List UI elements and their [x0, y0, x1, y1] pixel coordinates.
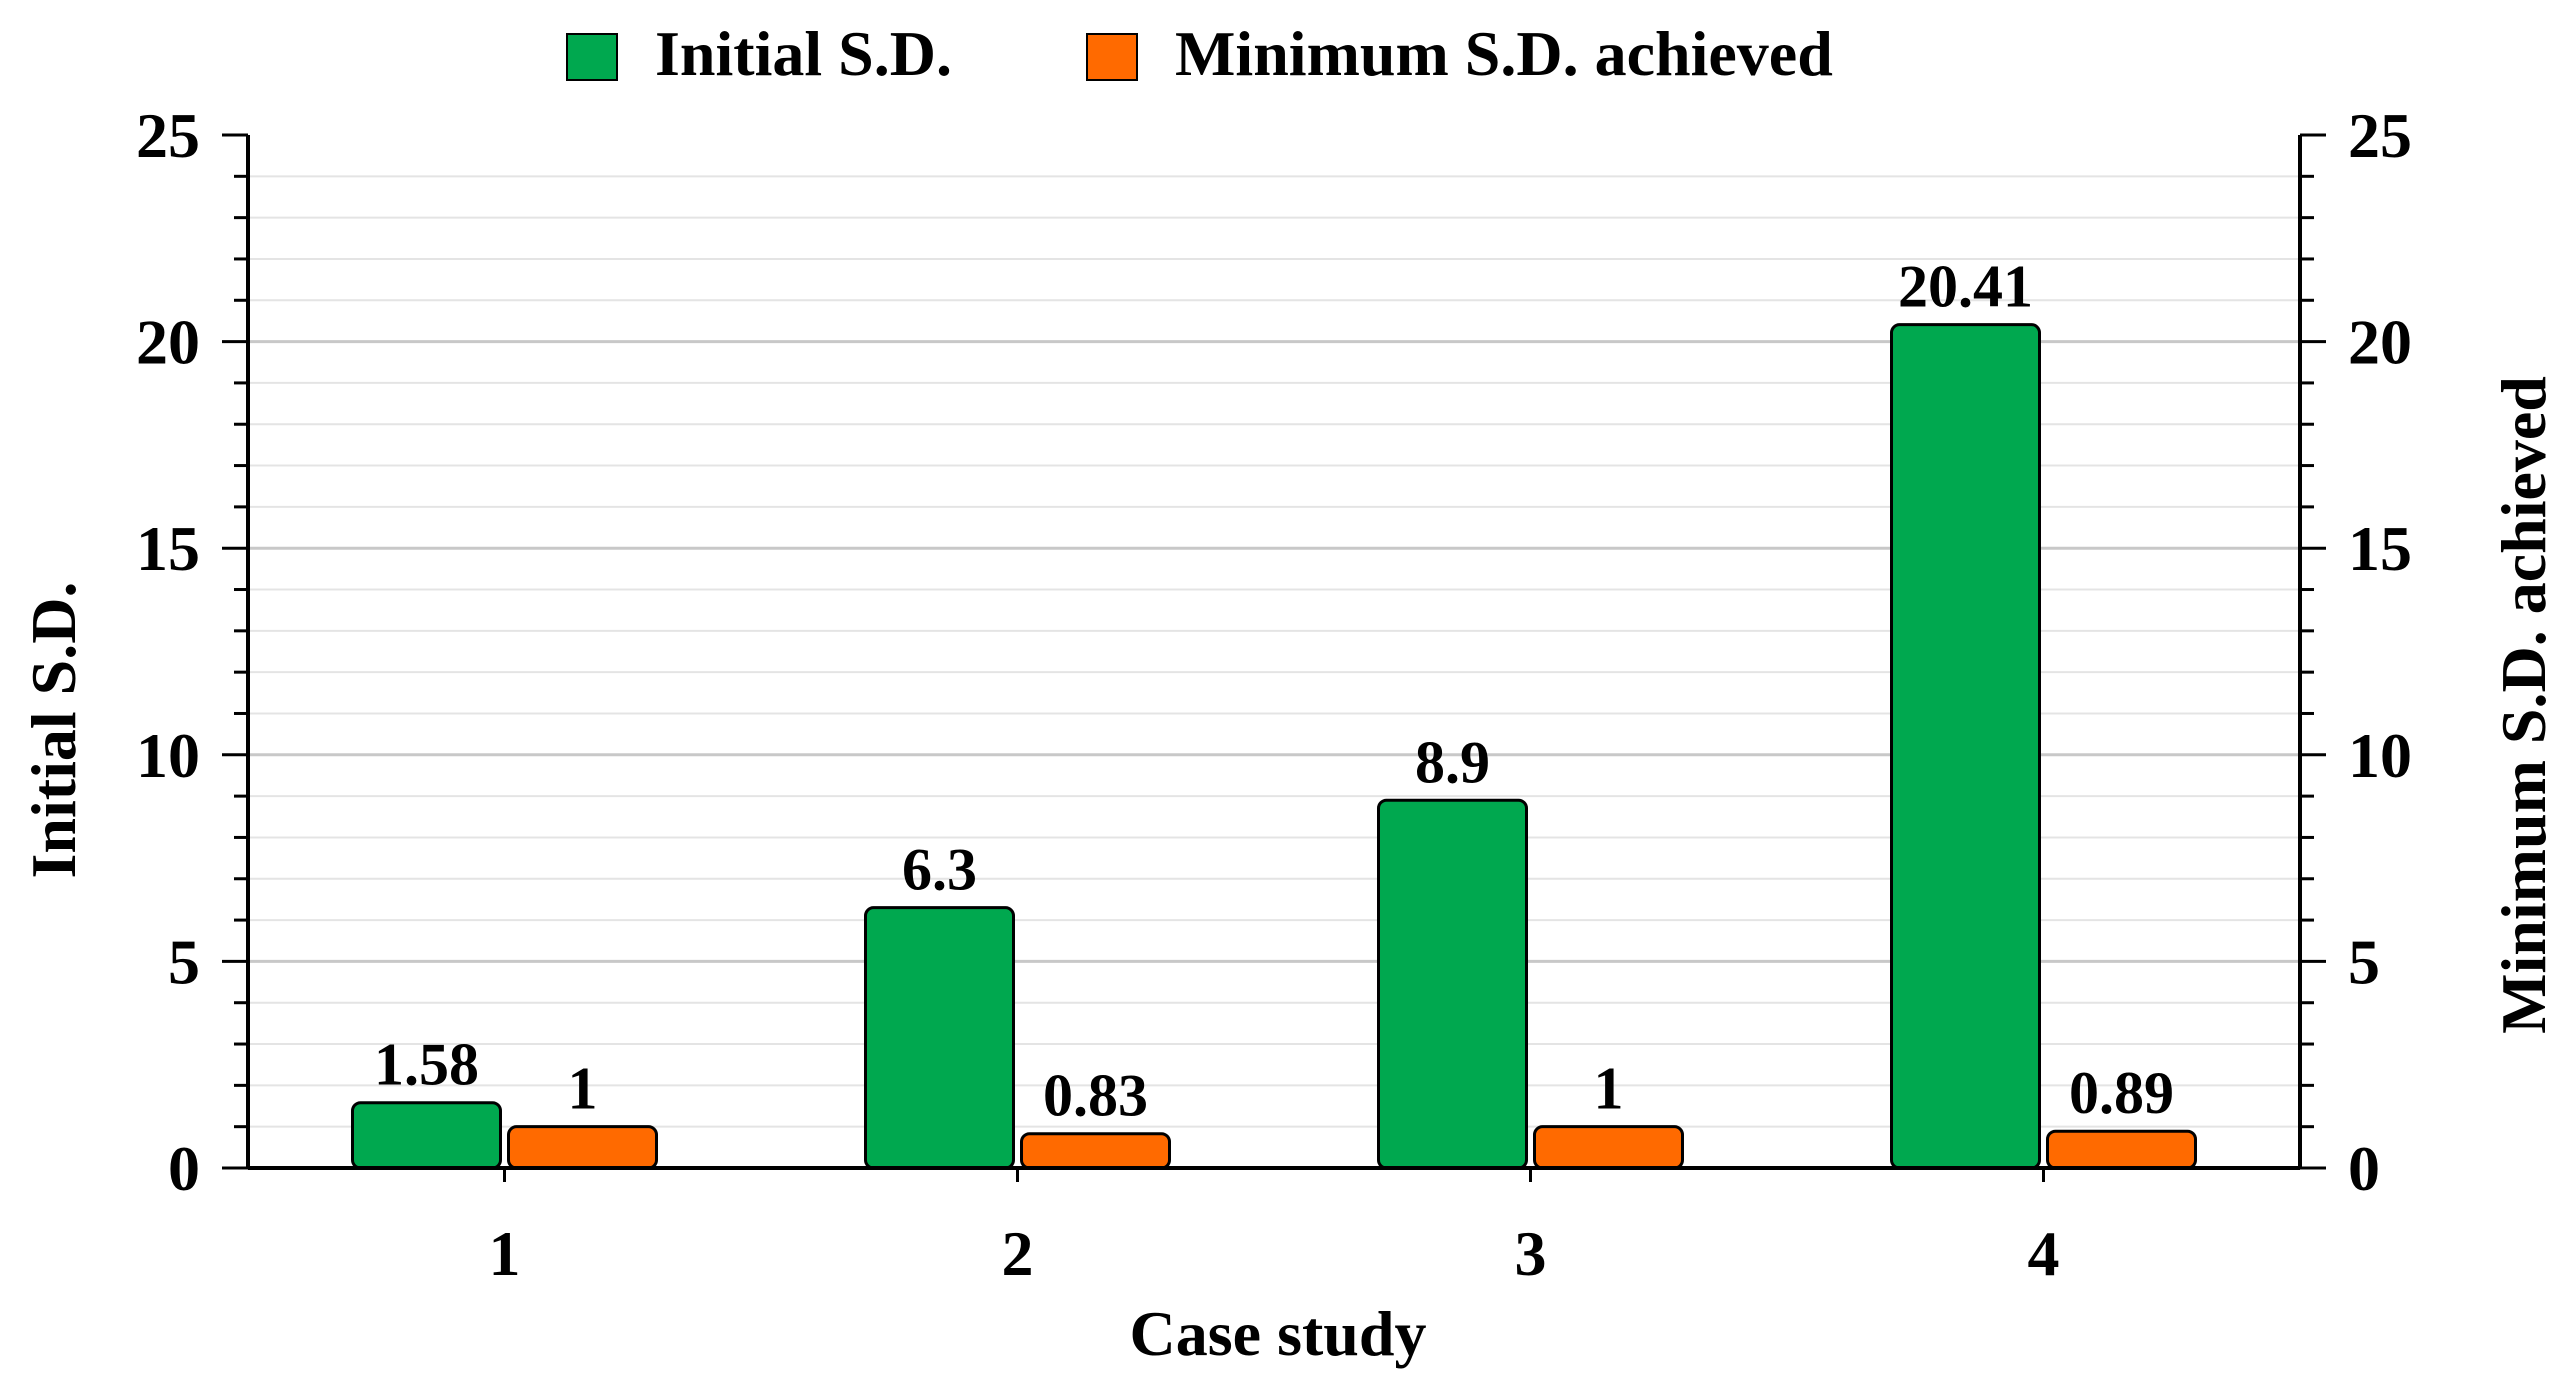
legend: Initial S.D. Minimum S.D. achieved — [566, 18, 1833, 89]
y-tick-label-right-20: 20 — [2348, 307, 2412, 378]
x-axis-label: Case study — [1130, 1298, 1427, 1369]
legend-label-minimum-sd: Minimum S.D. achieved — [1175, 18, 1833, 89]
legend-swatch-initial-sd — [566, 33, 618, 81]
data-label-initial-sd-case-1: 1.58 — [374, 1032, 479, 1098]
ticks: 1 2 3 4 0 0 5 5 10 10 15 15 20 20 25 25 — [136, 100, 2412, 1289]
x-tick-label-3: 3 — [1515, 1218, 1547, 1289]
bar-initial-sd-case-2 — [864, 906, 1015, 1170]
y-tick-label-left-15: 15 — [136, 513, 200, 584]
y-tick-label-left-10: 10 — [136, 720, 200, 791]
data-label-initial-sd-case-2: 6.3 — [902, 837, 977, 903]
y-tick-label-right-0: 0 — [2348, 1133, 2380, 1204]
y-tick-label-left-5: 5 — [168, 926, 200, 997]
data-labels: 1.58 1 6.3 0.83 8.9 1 20.41 0.89 — [374, 254, 2174, 1129]
y-tick-label-left-25: 25 — [136, 100, 200, 171]
y-tick-label-left-0: 0 — [168, 1133, 200, 1204]
x-tick-label-1: 1 — [489, 1218, 521, 1289]
x-tick-label-2: 2 — [1002, 1218, 1034, 1289]
x-tick-label-4: 4 — [2028, 1218, 2060, 1289]
data-label-initial-sd-case-4: 20.41 — [1898, 254, 2033, 320]
y-tick-label-right-5: 5 — [2348, 926, 2380, 997]
y-tick-label-left-20: 20 — [136, 307, 200, 378]
bar-initial-sd-case-3 — [1377, 798, 1528, 1170]
bar-minimum-sd-case-1 — [507, 1125, 658, 1170]
legend-swatch-minimum-sd — [1086, 33, 1138, 81]
data-label-minimum-sd-case-4: 0.89 — [2069, 1060, 2174, 1126]
y-tick-label-right-10: 10 — [2348, 720, 2412, 791]
y-tick-label-right-25: 25 — [2348, 100, 2412, 171]
data-label-minimum-sd-case-3: 1 — [1594, 1056, 1624, 1122]
bar-initial-sd-case-1 — [351, 1101, 502, 1170]
bar-minimum-sd-case-2 — [1020, 1132, 1171, 1170]
bar-minimum-sd-case-4 — [2046, 1129, 2197, 1170]
legend-label-initial-sd: Initial S.D. — [655, 18, 952, 89]
data-label-minimum-sd-case-1: 1 — [568, 1056, 598, 1122]
data-label-initial-sd-case-3: 8.9 — [1415, 729, 1490, 795]
bar-initial-sd-case-4 — [1890, 323, 2041, 1170]
bar-minimum-sd-case-3 — [1533, 1125, 1684, 1170]
axes — [246, 135, 2302, 1170]
y-tick-label-right-15: 15 — [2348, 513, 2412, 584]
y-axis-label-left: Initial S.D. — [18, 582, 89, 879]
data-label-minimum-sd-case-2: 0.83 — [1043, 1063, 1148, 1129]
y-axis-label-right: Minimum S.D. achieved — [2488, 376, 2559, 1034]
